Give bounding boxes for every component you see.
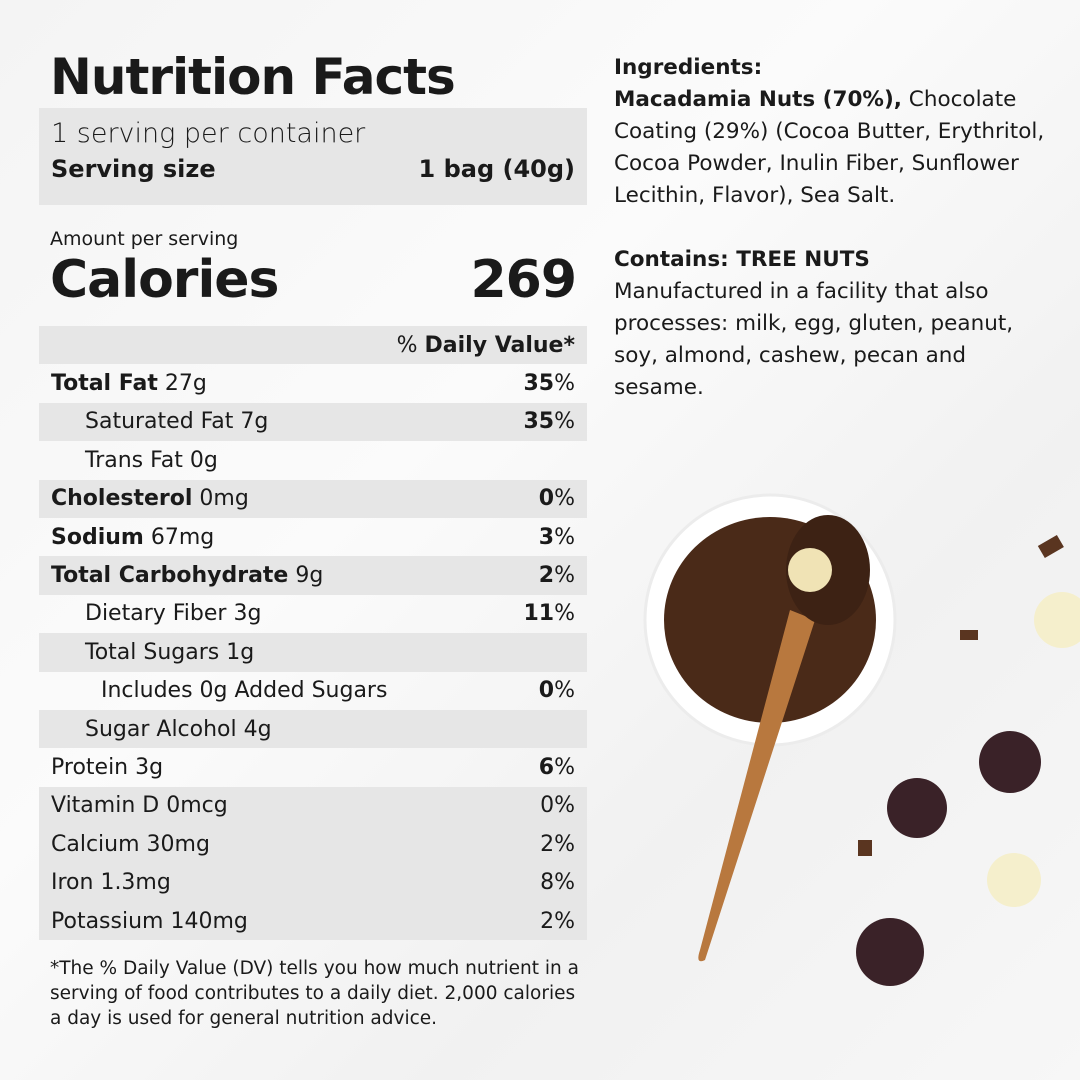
daily-value: 35% (523, 409, 575, 435)
nutrient-row: Cholesterol 0mg 0% (39, 479, 587, 518)
daily-value: 3% (538, 524, 575, 550)
nutrient-name: Iron 1.3mg (51, 870, 171, 896)
nutrient-name: Sodium 67mg (51, 525, 214, 550)
dv-number: 11 (523, 601, 555, 627)
dv-number: 2 (538, 563, 555, 589)
chocolate-shaving (1037, 534, 1064, 559)
nutrient-row: Includes 0g Added Sugars 0% (39, 672, 587, 710)
servings-per-container: 1 serving per container (51, 118, 366, 149)
nutrient-label: Cholesterol (51, 486, 193, 512)
nutrient-name: Trans Fat 0g (85, 447, 218, 473)
nutrient-amount: 9g (288, 563, 324, 589)
daily-value: 0% (540, 793, 575, 819)
daily-value: 2% (540, 831, 575, 857)
calories-label: Calories (50, 250, 279, 310)
daily-value: 0% (538, 486, 575, 512)
allergen-contains: Contains: TREE NUTS (614, 247, 870, 272)
ingredients-text: Macadamia Nuts (70%), Chocolate Coating … (614, 84, 1054, 212)
chocolate-ball (856, 918, 924, 986)
dv-header-label: Daily Value* (424, 332, 576, 358)
ingredients-body: Chocolate Coating (29%) (Cocoa Butter, E… (614, 87, 1045, 208)
dv-prefix: % (396, 332, 425, 358)
nutrient-name: Saturated Fat 7g (85, 409, 269, 435)
nutrient-name: Cholesterol 0mg (51, 486, 249, 511)
nutrient-row: Calcium 30mg 2% (39, 825, 587, 864)
dv-header: % Daily Value* (39, 326, 587, 365)
calories-row: Calories 269 (50, 250, 577, 310)
nutrient-name: Protein 3g (51, 754, 164, 780)
nutrient-name: Includes 0g Added Sugars (101, 678, 388, 704)
nutrient-name: Dietary Fiber 3g (85, 601, 262, 627)
ingredients-lead: Macadamia Nuts (70%), (614, 87, 902, 112)
nutrient-label: Total Fat (51, 371, 158, 397)
daily-value: 6% (538, 754, 575, 780)
dv-number: 35 (523, 371, 555, 397)
ingredients-panel: Ingredients: Macadamia Nuts (70%), Choco… (614, 52, 1054, 404)
product-photo (643, 493, 1080, 986)
dv-number: 35 (523, 409, 555, 435)
nutrient-row: Total Sugars 1g (39, 633, 587, 672)
chocolate-shaving (858, 840, 872, 856)
nutrient-name: Total Fat 27g (51, 371, 207, 396)
nutrient-table: % Daily Value* Total Fat 27g 35% Saturated… (39, 326, 587, 941)
dv-number: 3 (538, 524, 555, 550)
macadamia-nut (788, 548, 832, 592)
nutrient-row: Protein 3g 6% (39, 748, 587, 786)
macadamia-nut (1034, 592, 1080, 648)
nutrient-row: Dietary Fiber 3g 11% (39, 595, 587, 633)
facility-statement: Manufactured in a facility that also pro… (614, 279, 1014, 400)
nutrient-name: Calcium 30mg (51, 831, 210, 857)
daily-value: 2% (538, 563, 575, 589)
nutrient-name: Sugar Alcohol 4g (85, 716, 272, 742)
nutrient-row: Total Carbohydrate 9g 2% (39, 556, 587, 595)
dv-number: 6 (538, 754, 555, 780)
nutrient-label: Sodium (51, 524, 144, 550)
daily-value: 0% (538, 678, 575, 704)
daily-value: 35% (523, 371, 575, 397)
nutrient-amount: 27g (157, 371, 207, 397)
nutrient-label: Total Carbohydrate (51, 563, 289, 589)
nutrient-amount: 67mg (143, 524, 215, 550)
serving-info: 1 serving per container Serving size 1 ba… (39, 108, 587, 205)
nutrient-row: Potassium 140mg 2% (39, 901, 587, 941)
dv-number: 0 (538, 678, 555, 704)
nutrient-row: Iron 1.3mg 8% (39, 863, 587, 902)
nutrient-name: Total Carbohydrate 9g (51, 563, 323, 588)
serving-size-label: Serving size (51, 155, 216, 183)
nutrient-row: Sodium 67mg 3% (39, 518, 587, 556)
daily-value: 8% (540, 870, 575, 896)
nutrient-row: Vitamin D 0mcg 0% (39, 786, 587, 826)
nutrient-row: Sugar Alcohol 4g (39, 709, 587, 749)
macadamia-nut (987, 853, 1041, 907)
chocolate-shaving (960, 630, 978, 640)
chocolate-ball (887, 778, 947, 838)
nutrient-row: Trans Fat 0g (39, 441, 587, 479)
nutrient-name: Total Sugars 1g (85, 639, 255, 665)
nutrient-row: Total Fat 27g 35% (39, 364, 587, 402)
nutrient-name: Potassium 140mg (51, 908, 248, 934)
nutrient-name: Vitamin D 0mcg (51, 793, 228, 819)
ingredients-heading: Ingredients: (614, 55, 763, 80)
chocolate-ball (979, 731, 1041, 793)
nutrient-amount: 0mg (192, 486, 249, 512)
dv-number: 0 (538, 486, 555, 512)
footnote: *The % Daily Value (DV) tells you how mu… (50, 958, 579, 1029)
page-title: Nutrition Facts (50, 48, 456, 106)
amount-per-serving: Amount per serving (50, 228, 239, 250)
calories-value: 269 (470, 250, 577, 310)
serving-size-value: 1 bag (40g) (418, 155, 575, 183)
daily-value: 11% (523, 601, 575, 627)
wooden-spoon (698, 610, 815, 962)
nutrient-row: Saturated Fat 7g 35% (39, 402, 587, 442)
daily-value: 2% (540, 908, 575, 934)
